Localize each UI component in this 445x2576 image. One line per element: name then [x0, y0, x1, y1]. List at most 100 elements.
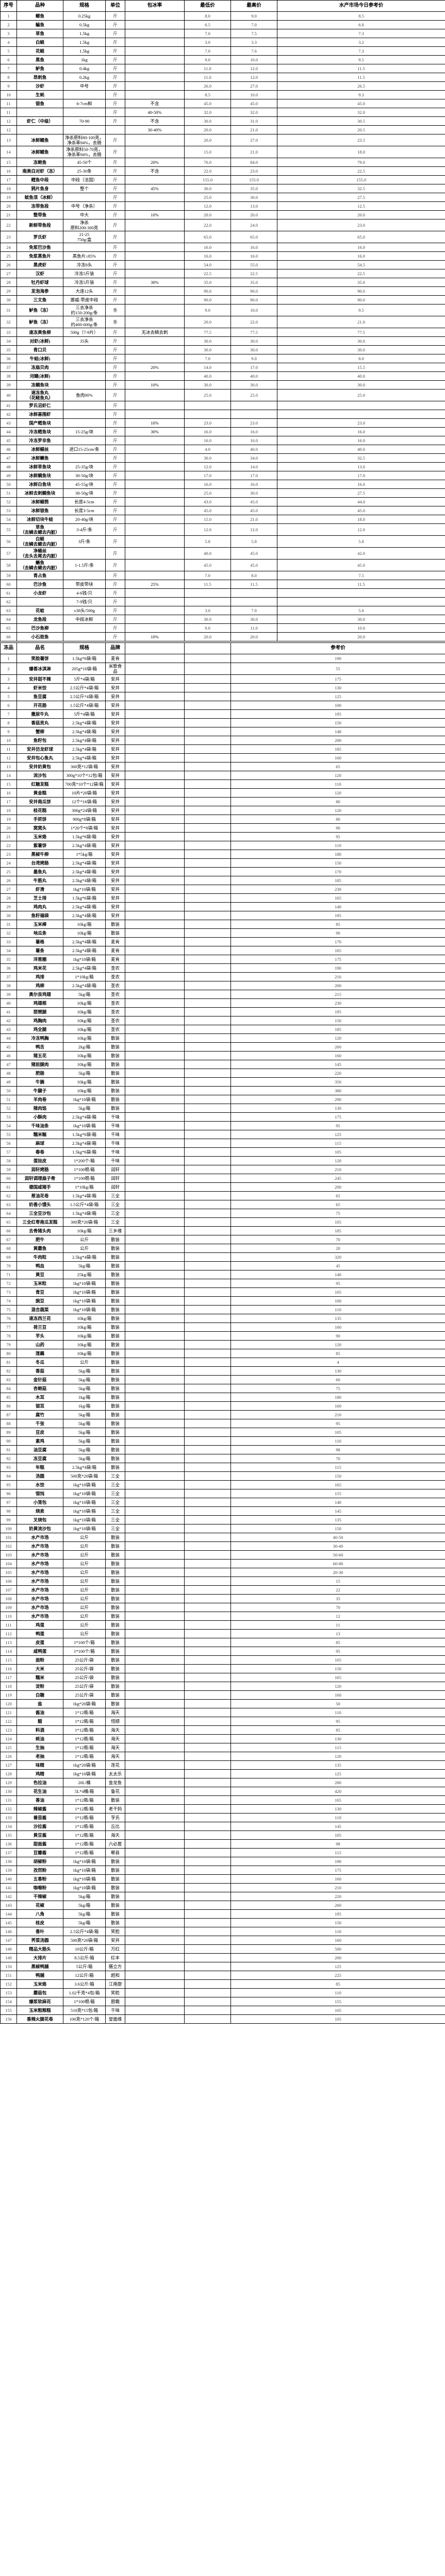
cell-blank-1	[125, 1463, 185, 1472]
cell-blank-1	[125, 674, 185, 684]
cell-min-price: 16.0	[184, 480, 231, 489]
cell-blank-2	[184, 2006, 231, 2015]
cell-frozen-index: 17	[0, 797, 17, 807]
cell-brand: 散装	[105, 1419, 125, 1429]
cell-reference-price: 79.0	[277, 158, 445, 167]
cell-blank-2	[184, 1463, 231, 1472]
cell-spec: 45-50个	[63, 158, 106, 167]
cell-brand: 安井	[105, 771, 125, 781]
cell-blank-2	[184, 1419, 231, 1429]
cell-blank-2	[184, 1393, 231, 1402]
cell-unit: 斤	[105, 20, 125, 29]
cell-product-name: 木耳	[17, 1393, 63, 1402]
cell-frozen-index: 41	[0, 1007, 17, 1017]
cell-frozen-reference-price: 110	[230, 1813, 445, 1823]
table-row: 131 香油 1*12瓶/箱 散装 165	[0, 1795, 445, 1805]
cell-spec: 3斤/条	[63, 535, 106, 548]
cell-spec: 冷冻8头	[63, 260, 106, 270]
cell-product-name: 安井包心鱼丸	[17, 753, 63, 763]
cell-max-price: 14.0	[230, 462, 277, 472]
cell-product-name: 盐	[17, 1699, 63, 1709]
cell-frozen-spec: 5kg/箱	[63, 1375, 106, 1385]
cell-spec: 15-25g/块	[63, 427, 106, 437]
cell-unit: 斤	[105, 354, 125, 364]
cell-max-price: 30.0	[230, 193, 277, 202]
table-row: 142 干辣椒 5kg/箱 散装 220	[0, 1892, 445, 1902]
cell-brand: 麦肯	[105, 654, 125, 664]
cell-max-price: 40.0	[230, 445, 277, 454]
cell-blank-1	[125, 1340, 185, 1350]
table-row: 12 30-40% 20.0 21.0 20.5	[0, 125, 445, 134]
cell-brand: 千味	[105, 1130, 125, 1140]
cell-spec	[63, 623, 106, 633]
cell-frozen-reference-price: 110	[230, 1708, 445, 1718]
cell-frozen-reference-price: 135	[230, 1515, 445, 1525]
cell-brand: 圣农	[105, 1016, 125, 1026]
cell-max-price: 5.8	[230, 535, 277, 548]
cell-min-price: 43.0	[184, 497, 231, 507]
cell-spec: 25-35g/块	[63, 462, 106, 472]
cell-frozen-spec: 3.6公斤/箱	[63, 1979, 106, 1989]
cell-index: 65	[0, 623, 17, 633]
cell-unit: 斤	[105, 427, 125, 437]
cell-brand: 千味	[105, 1139, 125, 1148]
cell-unit: 斤	[105, 380, 125, 390]
cell-brand: 千味	[105, 1112, 125, 1122]
cell-product-name: 山药	[17, 1340, 63, 1350]
cell-frozen-spec: 1*12瓶/箱	[63, 1822, 106, 1832]
cell-brand: 千味	[105, 1121, 125, 1131]
cell-index: 32	[0, 316, 17, 329]
table-row: 82 香菇 5kg/箱 散装 130	[0, 1366, 445, 1376]
cell-frozen-reference-price: 175	[230, 955, 445, 964]
cell-frozen-index: 116	[0, 1664, 17, 1674]
cell-frozen-spec: 5kg/箱	[63, 1909, 106, 1919]
cell-frozen-reference-price: 160	[230, 1690, 445, 1700]
cell-frozen-spec: 2.5kg*4袋/箱	[63, 744, 106, 754]
cell-blank-2	[184, 753, 231, 763]
table-row: 107 水产市场 公斤 散装 22	[0, 1585, 445, 1595]
cell-brand: 散装	[105, 1279, 125, 1289]
cell-blank-2	[184, 1568, 231, 1578]
cell-blank-1	[125, 779, 185, 789]
table-row: 126 老抽 1*12瓶/箱 海天 120	[0, 1752, 445, 1761]
cell-blank-1	[125, 1725, 185, 1735]
cell-product-name: 黄蘑鱼	[17, 1244, 63, 1253]
cell-min-price: 30.0	[184, 336, 231, 346]
cell-min-price: 20.0	[184, 125, 231, 134]
table-row: 57 净鳝丝 （去头去尾去内脏）斤 40.0 45.0 42.0	[0, 547, 445, 560]
cell-max-price: 13.0	[230, 201, 277, 211]
cell-variety: 罗氏沼虾仁	[17, 401, 63, 411]
cell-frozen-index: 77	[0, 1323, 17, 1332]
cell-blank-1	[125, 1314, 185, 1324]
cell-blank-1	[125, 654, 185, 664]
table-row: 65 三全红枣南瓜发糕 300克*20袋/箱 三全 105	[0, 1217, 445, 1227]
cell-product-name: 肥肠	[17, 1069, 63, 1078]
cell-ice-rate: 30-40%	[125, 125, 185, 134]
cell-variety: 冰鲜鳝筒	[17, 497, 63, 507]
table-row: 52 猪肉馅 5kg/箱 散装 130	[0, 1104, 445, 1113]
cell-spec: 35头	[63, 336, 106, 346]
cell-frozen-index: 50	[0, 1086, 17, 1096]
cell-blank-1	[125, 1778, 185, 1788]
cell-blank-1	[125, 1822, 185, 1832]
cell-blank-2	[184, 771, 231, 781]
cell-max-price: 22.0	[230, 316, 277, 329]
cell-ice-rate	[125, 515, 185, 524]
cell-blank-2	[184, 1226, 231, 1236]
cell-brand: 散装	[105, 1883, 125, 1893]
cell-brand: 安井	[105, 779, 125, 789]
cell-reference-price: 5.8	[277, 535, 445, 548]
cell-brand: 海天	[105, 1752, 125, 1761]
cell-index: 29	[0, 286, 17, 296]
cell-frozen-index: 21	[0, 832, 17, 842]
cell-frozen-reference-price: 105	[230, 1147, 445, 1157]
cell-max-price: 12.0	[230, 73, 277, 82]
cell-frozen-index: 105	[0, 1568, 17, 1578]
cell-index: 28	[0, 278, 17, 287]
cell-max-price: 22.5	[230, 269, 277, 279]
cell-variety: 罗氏虾	[17, 231, 63, 244]
cell-frozen-reference-price: 150	[230, 1016, 445, 1026]
table-row: 102 水产市场 公斤 散装 30-40	[0, 1541, 445, 1551]
cell-min-price: 11.0	[184, 73, 231, 82]
cell-min-price: 30.0	[184, 345, 231, 355]
